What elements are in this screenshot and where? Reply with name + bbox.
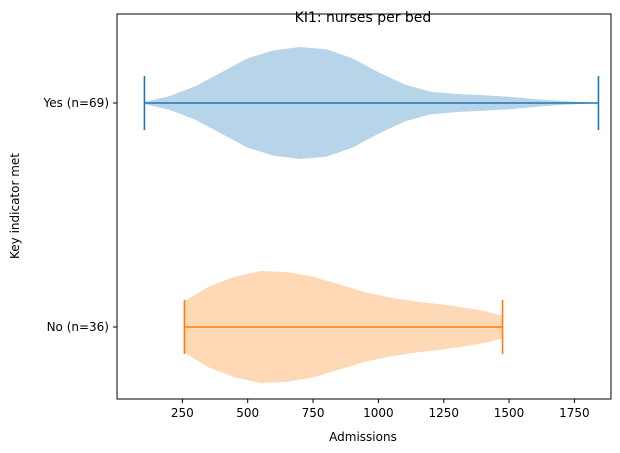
y-axis-label: Key indicator met: [8, 153, 22, 259]
x-tick-label: 250: [171, 406, 194, 420]
x-tick-label: 750: [302, 406, 325, 420]
y-tick-label: Yes (n=69): [43, 96, 109, 110]
x-tick-label: 500: [236, 406, 259, 420]
y-tick-label: No (n=36): [47, 320, 109, 334]
violin-layer: [143, 47, 600, 383]
x-tick-label: 1750: [559, 406, 590, 420]
x-tick-label: 1000: [363, 406, 394, 420]
plot-area-frame: [116, 13, 612, 400]
x-axis-ticks: 250 500 750 1000 1250 1500 1750: [171, 399, 590, 420]
x-tick-label: 1500: [494, 406, 525, 420]
x-axis-label: Admissions: [329, 430, 397, 444]
y-axis-ticks: No (n=36) Yes (n=69): [43, 96, 117, 334]
x-tick-label: 1250: [428, 406, 459, 420]
chart-title: KI1: nurses per bed: [295, 10, 432, 26]
